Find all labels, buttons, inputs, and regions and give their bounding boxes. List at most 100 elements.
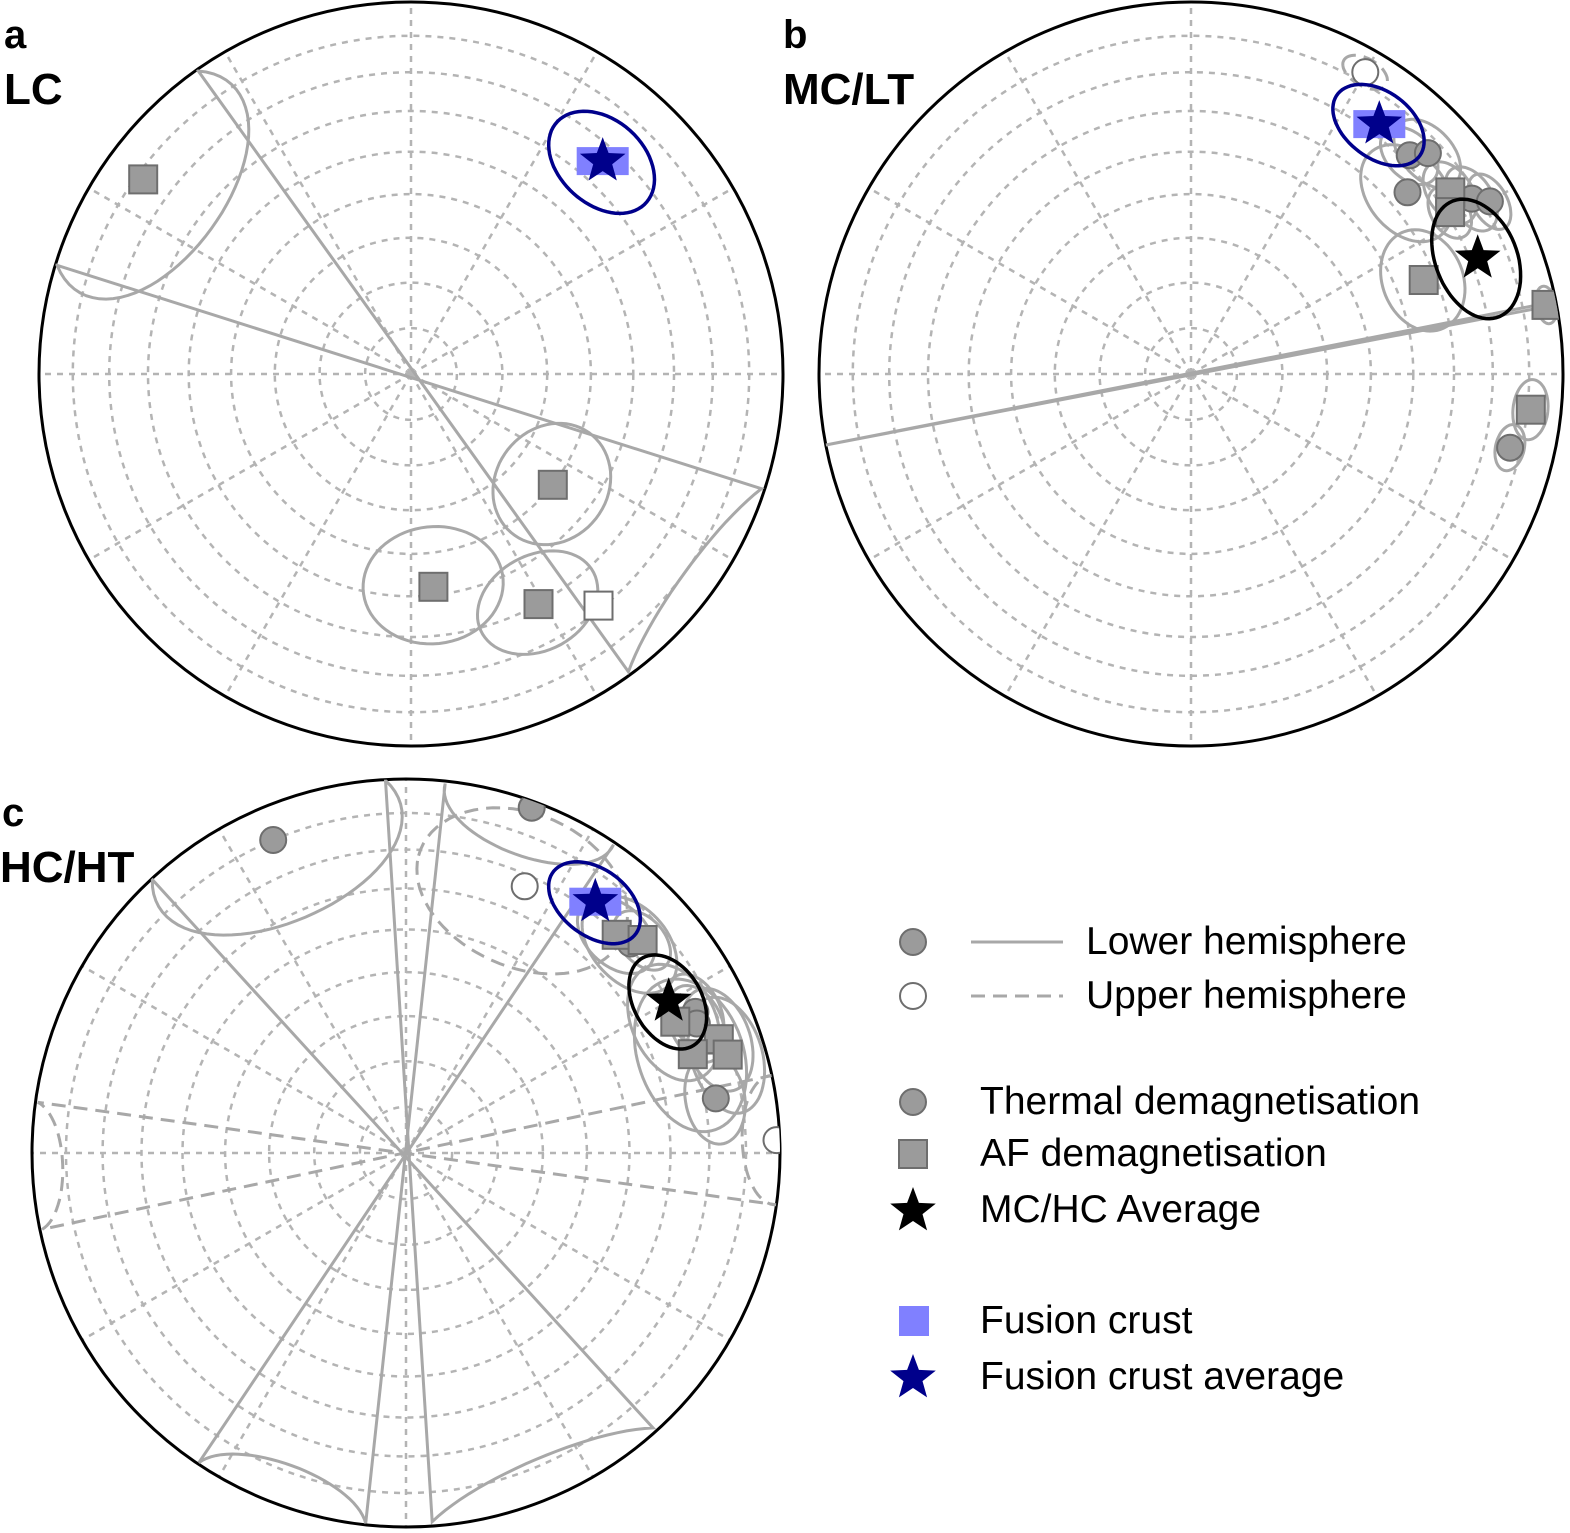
confidence-ellipse bbox=[150, 779, 657, 1525]
confidence-ellipse bbox=[491, 421, 613, 547]
grid-azimuth-line bbox=[217, 1152, 408, 1478]
af-demag-point bbox=[537, 469, 568, 500]
fusion-average-star bbox=[579, 137, 626, 181]
af-demag-point bbox=[523, 589, 554, 620]
fusion-average-ellipse bbox=[1331, 82, 1426, 168]
average-ellipse bbox=[627, 953, 709, 1051]
legend-fusion-marker bbox=[899, 1306, 929, 1336]
stereonet-grid bbox=[32, 779, 780, 1527]
thermal-demag-point bbox=[1393, 178, 1422, 207]
grid-inclination-circle bbox=[181, 928, 631, 1378]
grid-azimuth-line bbox=[868, 372, 1192, 562]
grid-azimuth-line bbox=[1189, 51, 1379, 375]
confidence-ellipse bbox=[686, 995, 767, 1115]
af-demag-point bbox=[627, 925, 658, 955]
legend-label-lower: Lower hemisphere bbox=[1086, 920, 1407, 963]
legend-label-thermal: Thermal demagnetisation bbox=[980, 1080, 1420, 1123]
confidence-ellipse bbox=[475, 549, 600, 656]
af-demag-point bbox=[128, 164, 159, 195]
fusion-average-ellipse bbox=[546, 109, 657, 216]
legend-fusion-average: Fusion crust average bbox=[890, 1354, 1344, 1398]
legend-af: AF demagnetisation bbox=[898, 1132, 1327, 1175]
grid-azimuth-line bbox=[223, 373, 413, 697]
legend-upper-marker bbox=[899, 982, 927, 1010]
average-ellipse bbox=[1429, 197, 1523, 321]
legend-label-fusion: Fusion crust bbox=[980, 1299, 1193, 1342]
mc-hc-average-star bbox=[645, 977, 692, 1021]
grid-azimuth-line bbox=[404, 828, 595, 1154]
mc-hc-average-star bbox=[1454, 234, 1501, 278]
stereonet-panel-b bbox=[817, 0, 1565, 748]
grid-azimuth-line bbox=[217, 828, 408, 1154]
grid-inclination-circle bbox=[187, 150, 635, 598]
grid-azimuth-line bbox=[410, 372, 734, 562]
grid-azimuth-line bbox=[404, 1152, 595, 1478]
grid-inclination-circle bbox=[363, 326, 459, 422]
thermal-demag-point bbox=[517, 793, 546, 822]
grid-azimuth-line bbox=[1190, 186, 1514, 376]
grid-azimuth-line bbox=[1003, 51, 1193, 375]
thermal-demag-point bbox=[259, 826, 288, 854]
stereonet-panel-c bbox=[30, 777, 782, 1529]
confidence-ellipse bbox=[1511, 378, 1550, 442]
confidence-ellipse bbox=[632, 977, 749, 1134]
confidence-ellipse bbox=[1379, 125, 1440, 186]
legend-mc-hc-average: MC/HC Average bbox=[890, 1187, 1261, 1231]
grid-inclination-circle bbox=[312, 1059, 500, 1247]
grid-azimuth-line bbox=[88, 186, 412, 376]
af-demag-point bbox=[418, 571, 449, 602]
confidence-ellipse bbox=[54, 69, 765, 675]
grid-azimuth-line bbox=[409, 51, 599, 375]
af-demag-point bbox=[712, 1039, 743, 1070]
grid-inclination-circle bbox=[1098, 281, 1284, 467]
grid-azimuth-line bbox=[81, 964, 407, 1155]
legend-label-fusion-average: Fusion crust average bbox=[980, 1355, 1344, 1398]
grid-inclination-circle bbox=[146, 109, 676, 639]
grid-inclination-circle bbox=[1143, 326, 1239, 422]
grid-azimuth-line bbox=[409, 373, 599, 697]
thermal-demag-point bbox=[510, 872, 539, 901]
af-demag-point bbox=[1531, 289, 1562, 320]
grid-azimuth-line bbox=[88, 372, 412, 562]
legend-label-upper: Upper hemisphere bbox=[1086, 974, 1407, 1017]
panel-title-c: HC/HT bbox=[0, 843, 135, 892]
panel-letter-a: a bbox=[4, 13, 27, 57]
stereonet-grid bbox=[819, 2, 1563, 746]
confidence-ellipse bbox=[1421, 160, 1479, 226]
stereonet-data bbox=[54, 69, 765, 675]
legend-thermal-marker bbox=[899, 1088, 927, 1116]
fusion-average-ellipse bbox=[546, 860, 643, 946]
panel-letter-b: b bbox=[783, 13, 807, 57]
confidence-ellipse bbox=[197, 783, 615, 1524]
stereonet-panel-a bbox=[37, 0, 785, 748]
grid-azimuth-line bbox=[410, 186, 734, 376]
stereonet-data bbox=[37, 779, 780, 1525]
fusion-average-star bbox=[1356, 100, 1403, 144]
grid-inclination-circle bbox=[967, 150, 1415, 598]
thermal-demag-point bbox=[762, 1126, 780, 1155]
legend-lower-marker bbox=[899, 928, 927, 956]
grid-azimuth-line bbox=[405, 964, 731, 1155]
thermal-demag-point bbox=[701, 1084, 730, 1113]
thermal-demag-point bbox=[1413, 139, 1442, 168]
legend-average-star bbox=[890, 1187, 936, 1231]
panel-title-b: MC/LT bbox=[783, 65, 914, 114]
grid-inclination-circle bbox=[318, 281, 504, 467]
fusion-average-star bbox=[572, 877, 619, 922]
thermal-demag-point bbox=[1496, 433, 1525, 462]
grid-azimuth-line bbox=[223, 51, 413, 375]
legend: Lower hemisphere Upper hemisphere Therma… bbox=[890, 920, 1420, 1398]
grid-azimuth-line bbox=[1190, 372, 1514, 562]
thermal-demag-point bbox=[1351, 58, 1380, 87]
grid-inclination-circle bbox=[1009, 192, 1373, 556]
stereonet-outline bbox=[37, 0, 785, 748]
stereonet-data bbox=[825, 53, 1562, 473]
grid-azimuth-line bbox=[1003, 373, 1193, 697]
grid-inclination-circle bbox=[926, 109, 1456, 639]
legend-upper-hemisphere: Upper hemisphere bbox=[899, 974, 1407, 1017]
grid-inclination-circle bbox=[229, 192, 593, 556]
stereonet-outline bbox=[817, 0, 1565, 748]
panel-letter-c: c bbox=[2, 791, 24, 835]
legend-thermal: Thermal demagnetisation bbox=[899, 1080, 1420, 1123]
